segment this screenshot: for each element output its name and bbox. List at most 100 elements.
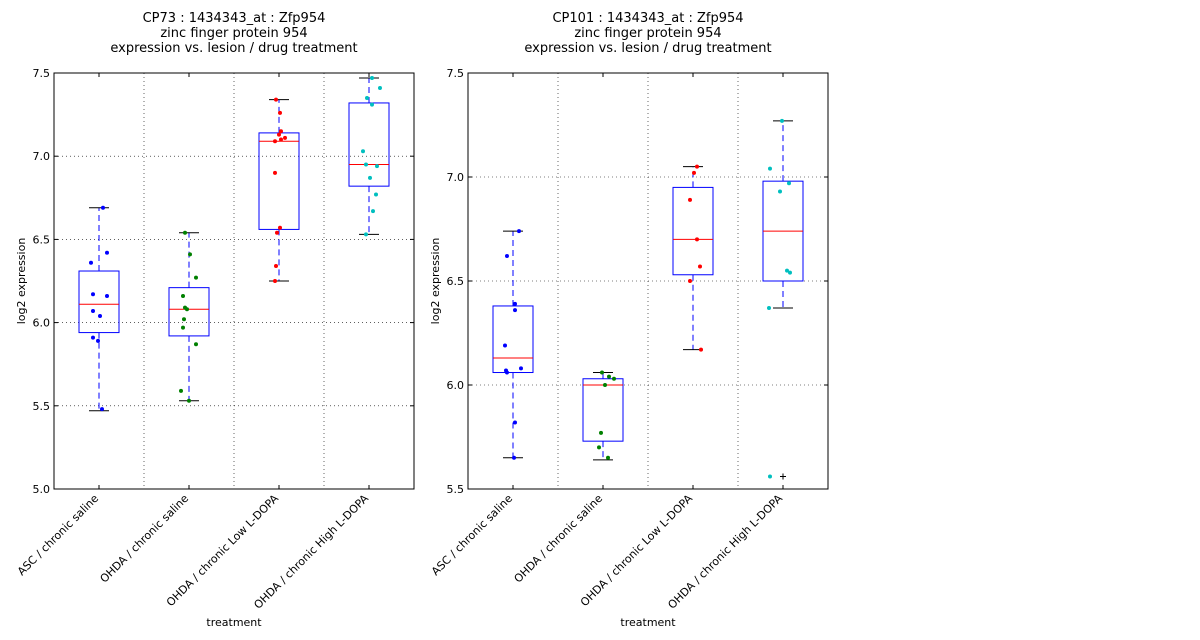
chart-title-line: CP101 : 1434343_at : Zfp954 [552,11,743,26]
data-point [599,430,603,435]
chart-title-line: zinc finger protein 954 [160,26,307,41]
y-tick-label: 6.5 [447,275,465,288]
x-tick-label: OHDA / chronic saline [512,492,606,586]
data-point [89,260,93,265]
data-point [698,264,702,269]
data-point [185,307,189,312]
outlier-marker [780,473,786,480]
data-point [188,252,192,257]
y-tick-label: 7.5 [447,67,465,80]
data-point [283,135,287,140]
data-point [606,455,610,460]
y-tick-label: 5.5 [447,483,465,496]
data-point [279,137,283,142]
y-tick-label: 5.0 [33,483,51,496]
data-point [279,129,283,134]
data-point [105,250,109,255]
x-axis-label: treatment [620,616,676,629]
data-point [603,383,607,387]
data-point [695,164,699,169]
data-point [512,455,516,460]
data-point [187,398,191,403]
data-point [365,95,369,100]
data-point [517,229,521,234]
data-point [101,205,105,210]
data-point [692,170,696,175]
data-point [273,170,277,175]
data-point [688,279,692,283]
data-point [505,370,509,375]
x-tick-label: OHDA / chronic saline [98,492,192,586]
data-point [278,225,282,230]
data-point [374,192,378,197]
data-point [98,313,102,318]
data-point [788,270,792,275]
box-iqr [582,378,624,442]
chart-title-line: CP73 : 1434343_at : Zfp954 [143,11,326,26]
data-point [361,149,365,154]
data-point [378,85,382,90]
data-point [183,230,187,235]
box-iqr [348,102,390,187]
y-tick-label: 6.0 [447,379,465,392]
data-point [194,275,198,280]
data-point [275,230,279,235]
data-point [600,370,604,375]
data-point [194,342,198,347]
data-point [768,166,772,171]
y-tick-label: 7.0 [447,171,465,184]
data-point [277,132,281,137]
data-point [182,317,186,322]
data-point [513,420,517,425]
x-tick-label: ASC / chronic saline [15,492,101,578]
data-point [688,197,692,202]
data-point [91,335,95,340]
data-point [96,338,100,343]
box-iqr [78,270,120,334]
data-point [100,407,104,412]
x-axis-label: treatment [206,616,262,629]
y-tick-label: 7.5 [33,67,51,80]
y-tick-label: 5.5 [33,400,51,413]
data-point [505,254,509,259]
box-iqr [258,132,300,230]
data-point [278,110,282,115]
data-point [105,293,109,298]
data-point [612,376,616,381]
data-point [513,308,517,313]
data-point [274,264,278,269]
chart-title-line: expression vs. lesion / drug treatment [524,41,771,56]
y-tick-label: 6.0 [33,317,51,330]
data-point [91,292,95,297]
data-point [513,301,517,306]
y-tick-label: 6.5 [33,233,51,246]
box-iqr [672,186,714,276]
data-point [370,102,374,107]
box-iqr [168,287,210,337]
data-point [768,474,772,479]
data-point [273,279,277,283]
data-point [607,374,611,379]
data-point [364,232,368,237]
data-point [519,366,523,371]
data-point [370,75,374,80]
data-point [780,118,784,123]
y-axis-label: log2 expression [429,238,442,325]
data-point [273,139,277,144]
data-point [695,237,699,242]
x-tick-label: ASC / chronic saline [429,492,515,578]
y-tick-label: 7.0 [33,150,51,163]
data-point [767,306,771,311]
data-point [364,162,368,167]
y-axis-label: log2 expression [15,238,28,325]
chart-title-line: zinc finger protein 954 [574,26,721,41]
data-point [375,164,379,169]
data-point [371,209,375,214]
data-point [181,293,185,298]
data-point [274,97,278,102]
plot-frame [53,72,415,490]
data-point [778,189,782,194]
data-point [181,325,185,330]
